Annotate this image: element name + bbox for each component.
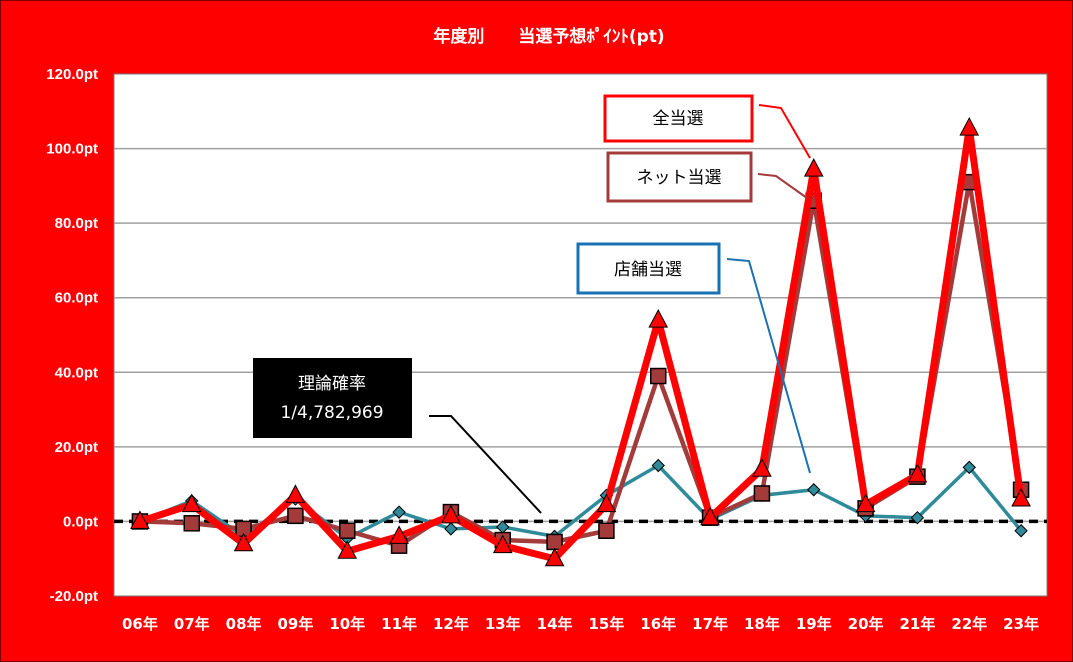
- data-point: [907, 463, 928, 483]
- data-point: [1011, 487, 1031, 507]
- data-point: [855, 493, 876, 513]
- data-point: [648, 309, 669, 328]
- y-tick-label: -20.0pt: [50, 588, 98, 605]
- callout-all-label: 全当選: [653, 109, 704, 129]
- x-tick-label: 13年: [485, 615, 521, 633]
- x-tick-label: 20年: [848, 615, 884, 633]
- x-tick-label: 23年: [1003, 615, 1039, 633]
- data-point: [287, 507, 304, 525]
- data-point: [598, 522, 615, 539]
- data-point: [910, 510, 925, 525]
- annotation-line1: 理論確率: [298, 374, 366, 394]
- x-tick-label: 21年: [899, 615, 935, 633]
- data-point: [183, 515, 200, 532]
- x-tick-label: 10年: [329, 615, 365, 633]
- data-point: [959, 116, 980, 136]
- data-point: [233, 532, 254, 552]
- chart-title: 年度別 当選予想ﾎﾟｲﾝﾄ(pt): [433, 26, 664, 47]
- y-tick-label: 0.0pt: [63, 513, 98, 530]
- x-axis: 06年 07年 08年 09年 10年 11年 12年 13年 14年 15年 16年 17年 18年 1…: [122, 615, 1039, 633]
- x-tick-label: 07年: [174, 615, 210, 633]
- y-tick-label: 80.0pt: [55, 215, 98, 232]
- data-point: [803, 158, 824, 177]
- data-point: [492, 534, 513, 554]
- probability-annotation: 理論確率 1/4,782,969: [253, 358, 412, 438]
- data-point: [1014, 524, 1028, 538]
- series-all: [130, 116, 1031, 567]
- data-point: [392, 505, 406, 519]
- data-point: [544, 547, 565, 567]
- x-tick-label: 12年: [433, 615, 469, 633]
- data-point: [389, 525, 409, 544]
- callout-leader-all: [758, 104, 811, 159]
- series-layer: [130, 116, 1031, 567]
- data-point: [181, 493, 202, 513]
- plot-area: [113, 73, 1048, 597]
- callout-net: ネット当選: [606, 151, 753, 203]
- x-tick-label: 14年: [537, 615, 573, 633]
- data-point: [285, 484, 306, 503]
- data-point: [752, 458, 772, 477]
- x-tick-label: 11年: [381, 615, 417, 633]
- data-point: [807, 483, 821, 497]
- data-point: [962, 460, 976, 475]
- y-tick-label: 120.0pt: [46, 66, 98, 83]
- data-point: [546, 533, 563, 551]
- callout-store: 店舗当選: [576, 242, 721, 295]
- data-point: [753, 485, 771, 502]
- y-tick-label: 100.0pt: [46, 141, 98, 158]
- x-tick-label: 15年: [588, 615, 624, 633]
- data-point: [337, 540, 358, 559]
- y-tick-label: 20.0pt: [55, 439, 98, 456]
- callout-leader-net: [757, 173, 808, 199]
- x-tick-label: 06年: [122, 615, 158, 633]
- callout-net-label: ネット当選: [637, 168, 722, 188]
- data-point: [651, 458, 665, 473]
- data-point: [650, 367, 667, 385]
- x-tick-label: 08年: [226, 615, 262, 633]
- data-point: [130, 510, 150, 529]
- annotation-leader: [429, 415, 542, 514]
- annotation-line2: 1/4,782,969: [280, 403, 383, 423]
- x-tick-label: 22年: [951, 615, 987, 633]
- data-point: [444, 522, 458, 536]
- y-tick-label: 40.0pt: [55, 364, 98, 381]
- y-tick-label: 60.0pt: [55, 290, 98, 307]
- callout-leader-store: [726, 258, 811, 474]
- x-tick-label: 09年: [277, 615, 313, 633]
- y-axis: -20.0pt 0.0pt 20.0pt 40.0pt 60.0pt 80.0pt 100.…: [46, 66, 98, 605]
- x-tick-label: 18年: [744, 615, 780, 633]
- callout-all: 全当選: [603, 94, 754, 143]
- series-line: [138, 124, 1025, 563]
- data-point: [441, 504, 461, 524]
- callout-store-label: 店舗当選: [614, 260, 682, 280]
- data-point: [339, 522, 356, 539]
- x-tick-label: 16年: [640, 615, 676, 633]
- data-point: [700, 506, 720, 526]
- x-tick-label: 17年: [692, 615, 728, 633]
- x-tick-label: 19年: [796, 615, 832, 633]
- data-point: [596, 493, 617, 513]
